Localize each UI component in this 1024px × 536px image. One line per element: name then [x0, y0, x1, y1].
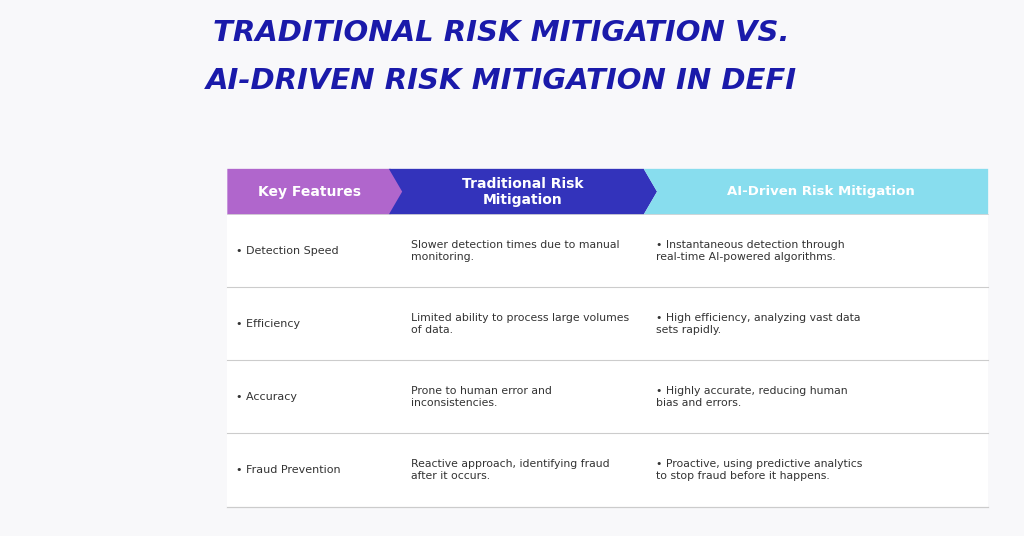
Text: • High efficiency, analyzing vast data
sets rapidly.: • High efficiency, analyzing vast data s… — [656, 313, 860, 335]
Polygon shape — [227, 169, 404, 214]
Polygon shape — [389, 169, 657, 214]
Text: • Proactive, using predictive analytics
to stop fraud before it happens.: • Proactive, using predictive analytics … — [656, 459, 862, 481]
Text: • Fraud Prevention: • Fraud Prevention — [236, 465, 340, 475]
Text: AI-Driven Risk Mitigation: AI-Driven Risk Mitigation — [727, 185, 914, 198]
Text: • Accuracy: • Accuracy — [236, 392, 297, 402]
Text: • Efficiency: • Efficiency — [236, 319, 300, 329]
Polygon shape — [644, 169, 988, 214]
Text: • Detection Speed: • Detection Speed — [236, 246, 338, 256]
Text: Prone to human error and
inconsistencies.: Prone to human error and inconsistencies… — [412, 386, 552, 408]
Bar — [227, 214, 988, 507]
Text: Traditional Risk
Mitigation: Traditional Risk Mitigation — [462, 176, 584, 207]
Text: Key Features: Key Features — [258, 184, 360, 199]
Text: • Highly accurate, reducing human
bias and errors.: • Highly accurate, reducing human bias a… — [656, 386, 848, 408]
Text: • Instantaneous detection through
real-time AI-powered algorithms.: • Instantaneous detection through real-t… — [656, 240, 845, 262]
Text: AI-DRIVEN RISK MITIGATION IN DEFI: AI-DRIVEN RISK MITIGATION IN DEFI — [206, 67, 798, 95]
Text: Reactive approach, identifying fraud
after it occurs.: Reactive approach, identifying fraud aft… — [412, 459, 610, 481]
Text: TRADITIONAL RISK MITIGATION VS.: TRADITIONAL RISK MITIGATION VS. — [213, 19, 791, 47]
Text: Limited ability to process large volumes
of data.: Limited ability to process large volumes… — [412, 313, 630, 335]
Text: Slower detection times due to manual
monitoring.: Slower detection times due to manual mon… — [412, 240, 620, 262]
